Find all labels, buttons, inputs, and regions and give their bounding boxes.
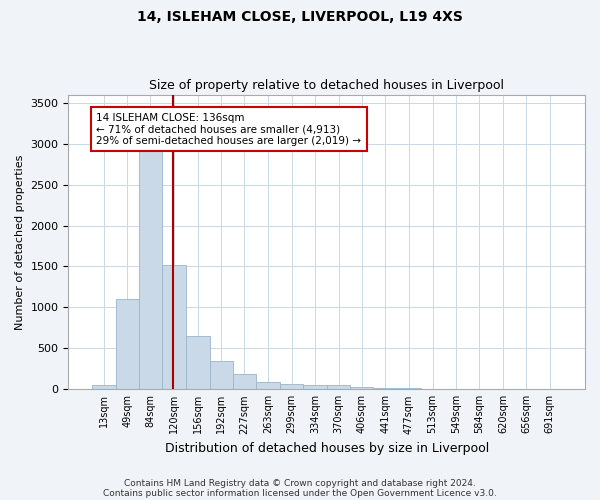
Y-axis label: Number of detached properties: Number of detached properties — [15, 154, 25, 330]
Bar — [92, 385, 116, 390]
Bar — [256, 382, 280, 390]
Bar — [233, 374, 256, 390]
Bar — [303, 385, 327, 390]
Text: Contains public sector information licensed under the Open Government Licence v3: Contains public sector information licen… — [103, 488, 497, 498]
Bar — [397, 388, 421, 390]
Bar — [327, 385, 350, 390]
Bar — [186, 336, 209, 390]
Bar — [373, 388, 397, 390]
Text: 14, ISLEHAM CLOSE, LIVERPOOL, L19 4XS: 14, ISLEHAM CLOSE, LIVERPOOL, L19 4XS — [137, 10, 463, 24]
Title: Size of property relative to detached houses in Liverpool: Size of property relative to detached ho… — [149, 79, 504, 92]
Bar — [280, 384, 303, 390]
Bar — [350, 388, 373, 390]
X-axis label: Distribution of detached houses by size in Liverpool: Distribution of detached houses by size … — [164, 442, 489, 455]
Bar — [139, 148, 162, 390]
Text: 14 ISLEHAM CLOSE: 136sqm
← 71% of detached houses are smaller (4,913)
29% of sem: 14 ISLEHAM CLOSE: 136sqm ← 71% of detach… — [97, 112, 361, 146]
Bar — [116, 299, 139, 390]
Text: Contains HM Land Registry data © Crown copyright and database right 2024.: Contains HM Land Registry data © Crown c… — [124, 478, 476, 488]
Bar — [162, 265, 186, 390]
Bar — [209, 362, 233, 390]
